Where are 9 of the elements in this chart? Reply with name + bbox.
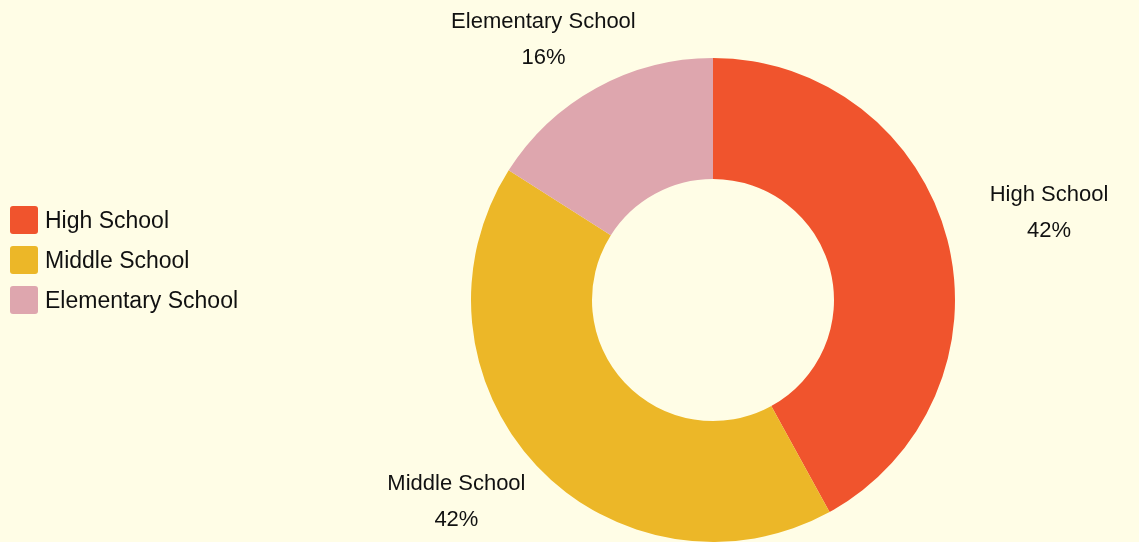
legend-label: Elementary School: [45, 286, 239, 314]
data-label: 42%: [1026, 216, 1072, 242]
data-label: 16%: [521, 44, 566, 70]
data-label: 42%: [434, 506, 479, 532]
slice-label: Middle School: [387, 470, 526, 496]
slice-label: Elementary School: [451, 8, 636, 34]
legend-label: Middle School: [45, 246, 190, 274]
legend-label: High School: [45, 206, 170, 234]
slice-label: High School: [989, 180, 1109, 206]
